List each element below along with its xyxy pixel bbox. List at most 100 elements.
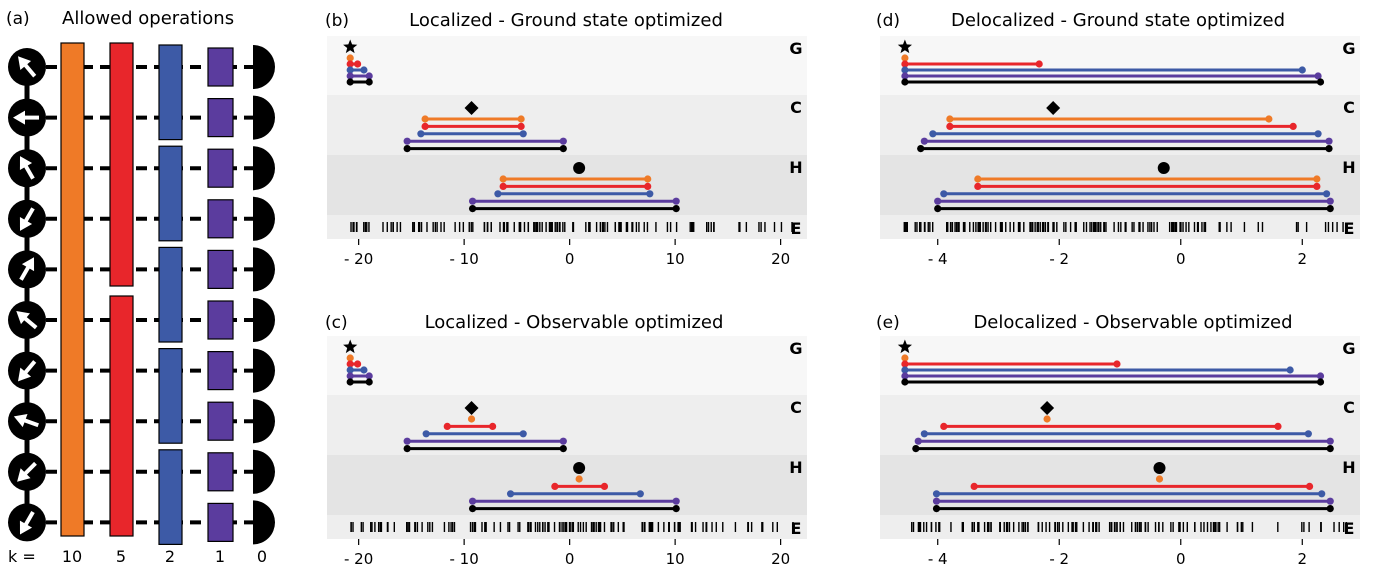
- measurement-icon-9: [253, 500, 275, 545]
- ground-state-star-icon: [897, 339, 912, 354]
- level-endpoint-red: [499, 182, 507, 190]
- level-endpoint-purple: [1326, 497, 1334, 505]
- block-k5-top: [109, 42, 134, 287]
- axis-tick-label: 0: [1176, 250, 1186, 268]
- level-endpoint-black: [672, 205, 680, 213]
- level-endpoint-red: [1274, 422, 1282, 430]
- level-endpoint-purple: [914, 437, 922, 445]
- level-endpoint-blue: [422, 430, 430, 438]
- level-endpoint-blue: [1298, 66, 1306, 74]
- level-point-orange: [575, 475, 583, 483]
- level-endpoint-red: [901, 360, 909, 368]
- level-endpoint-purple: [403, 137, 411, 145]
- axis-tick-label: - 10: [450, 250, 479, 268]
- block-k5-bottom: [109, 295, 134, 537]
- level-endpoint-black: [672, 505, 680, 513]
- level-endpoint-blue: [346, 66, 354, 74]
- level-endpoint-purple: [672, 197, 680, 205]
- level-endpoint-orange: [1313, 175, 1321, 183]
- panel-a-label: (a): [6, 9, 30, 29]
- axis-tick-label: 20: [771, 250, 790, 268]
- diamond-marker-icon: [1046, 101, 1061, 115]
- level-endpoint-purple: [365, 72, 373, 80]
- level-endpoint-red: [1113, 360, 1121, 368]
- panel-label: (c): [325, 313, 348, 333]
- level-endpoint-blue: [417, 130, 425, 138]
- level-endpoint-blue: [901, 366, 909, 374]
- block-k2-4: [158, 449, 183, 545]
- level-point-orange: [467, 415, 476, 423]
- level-endpoint-red: [551, 482, 559, 490]
- axis-tick-label: 0: [565, 550, 575, 567]
- circle-marker-icon: [573, 162, 586, 174]
- panel-plot: G C H E - 4 - 2 0 2: [880, 336, 1360, 567]
- spin-arrow-shaft-5: [22, 315, 38, 330]
- level-endpoint-orange: [499, 175, 507, 183]
- k-prefix: k =: [8, 547, 36, 566]
- band-G: [327, 336, 807, 395]
- axis-tick-label: 10: [666, 550, 685, 567]
- level-endpoint-blue: [519, 130, 527, 138]
- diamond-marker-icon: [464, 401, 479, 415]
- level-point-orange: [901, 354, 909, 362]
- level-endpoint-red: [353, 60, 362, 68]
- level-endpoint-black: [932, 505, 941, 513]
- axis-tick-label: - 2: [1049, 250, 1069, 268]
- block-k2-3: [158, 348, 183, 444]
- level-endpoint-blue: [360, 66, 368, 74]
- panel-title: Localized - Observable optimized: [425, 312, 724, 333]
- level-endpoint-black: [403, 445, 411, 453]
- level-endpoint-red: [443, 422, 451, 430]
- band-label-H: H: [789, 458, 802, 477]
- spin-arrow-head-5: [16, 311, 30, 325]
- block-k1-0: [207, 47, 234, 87]
- level-endpoint-black: [1325, 145, 1333, 153]
- band-label-C: C: [1343, 98, 1355, 117]
- level-endpoint-blue: [646, 190, 654, 198]
- k-value-2: 2: [165, 547, 175, 566]
- spin-arrow-head-1: [13, 110, 25, 125]
- level-endpoint-purple: [1314, 72, 1322, 80]
- operations-diagram: [8, 42, 275, 545]
- axis-tick-label: - 2: [1049, 550, 1069, 567]
- band-label-H: H: [789, 158, 802, 177]
- panel-c: (c) Localized - Observable optimized G C H…: [325, 312, 807, 567]
- circle-marker-icon: [1157, 162, 1170, 174]
- level-endpoint-red: [600, 482, 609, 490]
- level-endpoint-blue: [519, 430, 527, 438]
- k-value-10: 10: [62, 547, 82, 566]
- panel-plot: G C H E - 20 - 10 0 10 20: [327, 336, 807, 567]
- panel-label: (e): [876, 313, 900, 333]
- axis-tick-label: - 4: [928, 250, 948, 268]
- level-endpoint-purple: [934, 197, 942, 205]
- band-label-G: G: [789, 39, 802, 58]
- block-k2-2: [158, 246, 183, 343]
- level-endpoint-purple: [1326, 197, 1334, 205]
- level-endpoint-black: [468, 205, 477, 213]
- level-endpoint-blue: [346, 366, 354, 374]
- level-endpoint-black: [901, 78, 909, 86]
- level-endpoint-purple: [559, 137, 567, 145]
- level-endpoint-black: [912, 445, 920, 453]
- measurement-icon-8: [253, 449, 275, 494]
- level-endpoint-red: [346, 360, 354, 368]
- level-endpoint-red: [974, 182, 982, 190]
- band-label-H: H: [1342, 458, 1355, 477]
- level-endpoint-black: [901, 378, 909, 386]
- panel-title: Delocalized - Ground state optimized: [951, 10, 1285, 31]
- level-endpoint-purple: [346, 372, 354, 380]
- axis-tick-label: 10: [666, 250, 685, 268]
- level-endpoint-red: [1313, 182, 1321, 190]
- spin-arrow-shaft-9: [23, 511, 35, 527]
- panel-e: (e) Delocalized - Observable optimized G…: [876, 312, 1360, 567]
- level-endpoint-purple: [932, 497, 941, 505]
- spin-arrow-shaft-3: [23, 207, 35, 224]
- panel-a-allowed-operations: (a) Allowed operations k = 10 5 2 1 0: [6, 8, 275, 566]
- axis-tick-label: 0: [565, 250, 575, 268]
- level-endpoint-blue: [1322, 190, 1331, 198]
- spin-arrow-shaft-7: [22, 417, 39, 428]
- level-endpoint-purple: [920, 137, 928, 145]
- spin-arrow-head-3: [19, 217, 33, 231]
- panel-a-title: Allowed operations: [62, 8, 234, 29]
- level-point-orange: [1043, 415, 1051, 423]
